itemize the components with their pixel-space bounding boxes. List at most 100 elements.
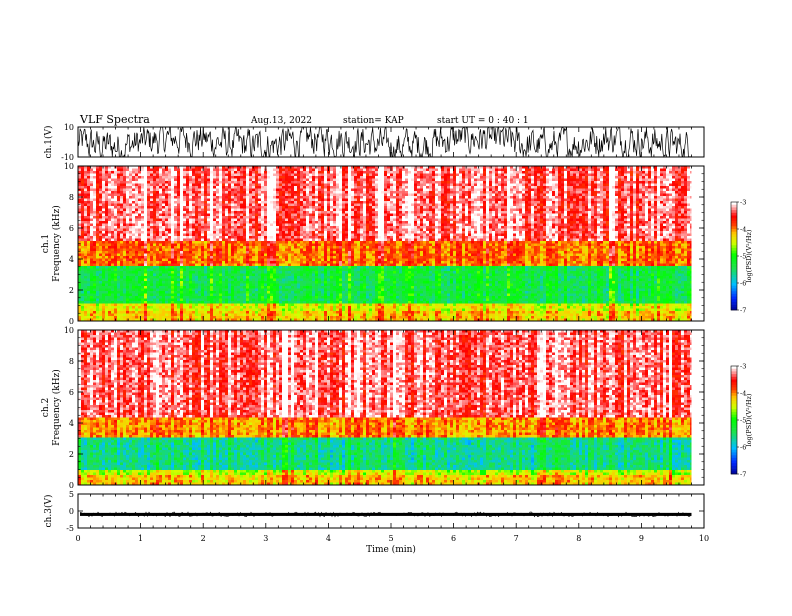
spectrogram-cell bbox=[201, 279, 204, 282]
spectrogram-cell bbox=[126, 281, 129, 284]
spectrogram-cell bbox=[270, 271, 273, 274]
spectrogram-cell bbox=[156, 286, 159, 289]
spectrogram-cell bbox=[171, 216, 174, 219]
spectrogram-cell bbox=[129, 254, 132, 257]
spectrogram-cell bbox=[207, 246, 210, 249]
spectrogram-cell bbox=[144, 216, 147, 219]
spectrogram-cell bbox=[270, 281, 273, 284]
spectrogram-cell bbox=[144, 261, 147, 264]
spectrogram-cell bbox=[180, 174, 183, 177]
spectrogram-cell bbox=[132, 229, 135, 232]
spectrogram-cell bbox=[90, 211, 93, 214]
spectrogram-cell bbox=[285, 196, 288, 199]
spectrogram-cell bbox=[294, 231, 297, 234]
spectrogram-cell bbox=[153, 249, 156, 252]
spectrogram-cell bbox=[192, 299, 195, 302]
spectrogram-cell bbox=[156, 259, 159, 262]
spectrogram-cell bbox=[267, 234, 270, 237]
spectrogram-cell bbox=[87, 191, 90, 194]
spectrogram-cell bbox=[153, 296, 156, 299]
spectrogram-cell bbox=[132, 291, 135, 294]
spectrogram-cell bbox=[252, 311, 255, 314]
spectrogram-cell bbox=[273, 286, 276, 289]
spectrogram-cell bbox=[177, 169, 180, 172]
spectrogram-cell bbox=[186, 261, 189, 264]
spectrogram-cell bbox=[219, 314, 222, 317]
spectrogram-cell bbox=[171, 276, 174, 279]
spectrogram-cell bbox=[135, 266, 138, 269]
spectrogram-cell bbox=[285, 274, 288, 277]
spectrogram-cell bbox=[120, 286, 123, 289]
spectrogram-cell bbox=[171, 176, 174, 179]
spectrogram-cell bbox=[291, 284, 294, 287]
spectrogram-cell bbox=[147, 234, 150, 237]
spectrogram-cell bbox=[276, 196, 279, 199]
spectrogram-cell bbox=[267, 199, 270, 202]
spectrogram-cell bbox=[252, 289, 255, 292]
spectrogram-cell bbox=[135, 194, 138, 197]
spectrogram-cell bbox=[111, 266, 114, 269]
spectrogram-cell bbox=[258, 234, 261, 237]
spectrogram-cell bbox=[189, 191, 192, 194]
spectrogram-cell bbox=[237, 196, 240, 199]
spectrogram-cell bbox=[243, 206, 246, 209]
spectrogram-cell bbox=[261, 219, 264, 222]
spectrogram-cell bbox=[153, 174, 156, 177]
spectrogram-cell bbox=[150, 266, 153, 269]
spectrogram-cell bbox=[207, 216, 210, 219]
spectrogram-cell bbox=[93, 209, 96, 212]
spectrogram-cell bbox=[255, 239, 258, 242]
spectrogram-cell bbox=[150, 189, 153, 192]
spectrogram-cell bbox=[216, 289, 219, 292]
spectrogram-cell bbox=[258, 236, 261, 239]
spectrogram-cell bbox=[150, 236, 153, 239]
spectrogram-cell bbox=[210, 306, 213, 309]
spectrogram-cell bbox=[123, 301, 126, 304]
spectrogram-cell bbox=[144, 279, 147, 282]
spectrogram-cell bbox=[147, 274, 150, 277]
spectrogram-cell bbox=[261, 176, 264, 179]
spectrogram-cell bbox=[168, 279, 171, 282]
spectrogram-cell bbox=[87, 246, 90, 249]
spectrogram-cell bbox=[288, 196, 291, 199]
spectrogram-cell bbox=[267, 306, 270, 309]
spectrogram-cell bbox=[267, 211, 270, 214]
spectrogram-cell bbox=[99, 316, 102, 319]
spectrogram-cell bbox=[225, 251, 228, 254]
spectrogram-cell bbox=[222, 176, 225, 179]
spectrogram-cell bbox=[111, 176, 114, 179]
spectrogram-cell bbox=[156, 219, 159, 222]
spectrogram-cell bbox=[243, 241, 246, 244]
spectrogram-cell bbox=[210, 199, 213, 202]
spectrogram-cell bbox=[177, 266, 180, 269]
spectrogram-cell bbox=[177, 226, 180, 229]
spectrogram-cell bbox=[189, 241, 192, 244]
spectrogram-cell bbox=[273, 176, 276, 179]
spectrogram-cell bbox=[264, 241, 267, 244]
spectrogram-cell bbox=[279, 261, 282, 264]
spectrogram-cell bbox=[225, 171, 228, 174]
spectrogram-cell bbox=[162, 226, 165, 229]
spectrogram-cell bbox=[144, 254, 147, 257]
spectrogram-cell bbox=[141, 201, 144, 204]
spectrogram-cell bbox=[180, 309, 183, 312]
spectrogram-cell bbox=[99, 199, 102, 202]
spectrogram-cell bbox=[81, 301, 84, 304]
spectrogram-cell bbox=[144, 196, 147, 199]
spectrogram-cell bbox=[222, 279, 225, 282]
spectrogram-cell bbox=[219, 224, 222, 227]
spectrogram-cell bbox=[246, 286, 249, 289]
spectrogram-cell bbox=[180, 211, 183, 214]
spectrogram-cell bbox=[291, 256, 294, 259]
spectrogram-cell bbox=[120, 306, 123, 309]
spectrogram-cell bbox=[234, 191, 237, 194]
spectrogram-cell bbox=[111, 254, 114, 257]
spectrogram-cell bbox=[90, 251, 93, 254]
spectrogram-cell bbox=[114, 206, 117, 209]
spectrogram-cell bbox=[246, 176, 249, 179]
spectrogram-cell bbox=[135, 286, 138, 289]
spectrogram-cell bbox=[249, 254, 252, 257]
spectrogram-cell bbox=[213, 169, 216, 172]
spectrogram-cell bbox=[174, 181, 177, 184]
spectrogram-cell bbox=[237, 264, 240, 267]
